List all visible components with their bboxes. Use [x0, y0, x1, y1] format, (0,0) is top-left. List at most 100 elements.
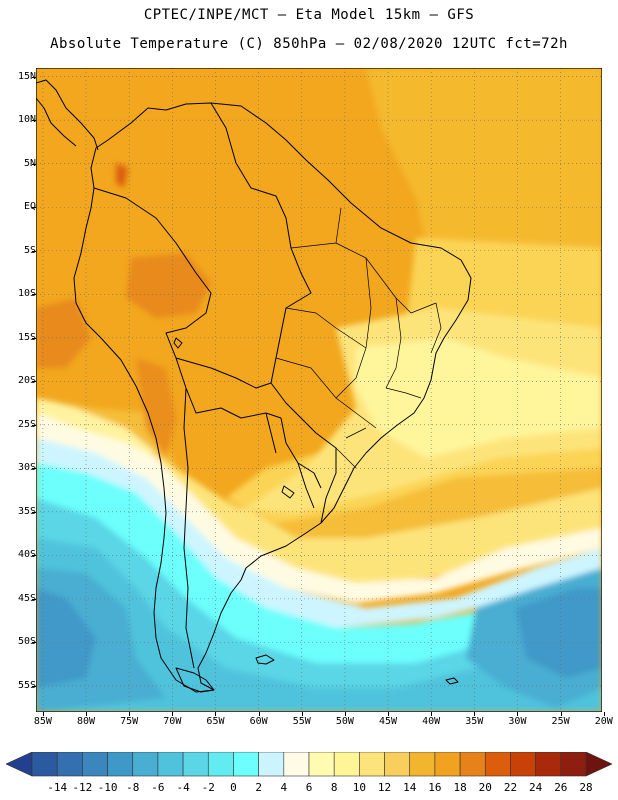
temperature-field-20-andes	[136, 358, 176, 458]
colorbar-arrow-high	[585, 752, 612, 777]
lat-tick-label: 40S	[17, 549, 36, 561]
lat-tick-label: 25S	[17, 418, 36, 430]
lon-tick-mark	[258, 712, 260, 716]
colorbar-tick-label: -10	[97, 781, 118, 794]
brazil-border	[210, 102, 337, 524]
south-georgia-island	[445, 677, 459, 685]
lat-tick-mark	[32, 555, 36, 557]
lon-tick-mark	[42, 712, 44, 716]
temperature-field-4	[36, 463, 602, 668]
lat-tick-label: 35S	[17, 505, 36, 517]
colorbar-swatch	[157, 752, 184, 777]
brazil-state-borders	[275, 207, 442, 469]
lat-tick-label: 15S	[17, 331, 36, 343]
lon-tick-label: 25W	[551, 716, 570, 727]
lon-tick-mark	[603, 712, 605, 716]
lat-tick-mark	[32, 511, 36, 513]
colorbar-swatch	[132, 752, 159, 777]
lat-tick-label: 5S	[23, 244, 36, 256]
lat-tick-mark	[32, 76, 36, 78]
falkland-islands	[255, 654, 275, 665]
temperature-field-minus4-west	[36, 588, 96, 688]
lon-tick-label: 80W	[77, 716, 96, 727]
lagoa-dos-patos	[281, 485, 295, 499]
colorbar-tick-label: -14	[47, 781, 68, 794]
map-subtitle: Absolute Temperature (C) 850hPa – 02/08/…	[50, 36, 568, 52]
lat-tick-label: 10N	[17, 114, 36, 126]
lat-tick-mark	[32, 685, 36, 687]
colorbar-swatch	[82, 752, 108, 777]
lat-tick-mark	[32, 120, 36, 122]
lon-tick-label: 85W	[33, 716, 52, 727]
lon-tick-label: 50W	[335, 716, 354, 727]
colorbar-tick-label: 16	[428, 781, 442, 794]
colorbar-swatch	[207, 752, 234, 777]
lon-tick-mark	[172, 712, 174, 716]
lon-tick-label: 45W	[378, 716, 398, 727]
colorbar-tick-label: -4	[176, 781, 190, 794]
colorbar-tick-label: 26	[554, 781, 568, 794]
lat-tick-mark	[32, 642, 36, 644]
temperature-field-minus4	[516, 588, 602, 678]
colorbar-tick-label: 6	[305, 781, 313, 794]
lon-tick-label: 30W	[508, 716, 527, 727]
colorbar-tick-label: 8	[330, 781, 338, 794]
temperature-field-6	[36, 438, 602, 628]
colorbar-tick-label: 4	[280, 781, 288, 794]
lon-tick-label: 75W	[120, 716, 139, 727]
temperature-field-20-west	[36, 298, 91, 368]
lat-tick-label: 10S	[17, 288, 36, 300]
lon-tick-label: 35W	[465, 716, 484, 727]
lon-tick-mark	[344, 712, 346, 716]
lat-tick-label: 15N	[17, 70, 36, 82]
colorbar-tick-label: -2	[201, 781, 215, 794]
colorbar-swatch	[107, 752, 134, 777]
colorbar-swatch	[333, 752, 360, 777]
temperature-field-10	[356, 338, 602, 458]
lat-tick-mark	[32, 424, 36, 426]
tierra-del-fuego	[175, 667, 215, 693]
lon-tick-mark	[86, 712, 88, 716]
colorbar-tick-label: -8	[126, 781, 140, 794]
lon-tick-mark	[215, 712, 217, 716]
lat-tick-label: 30S	[17, 462, 36, 474]
lat-tick-mark	[32, 381, 36, 383]
map-title: CPTEC/INPE/MCT – Eta Model 15km – GFS	[143, 7, 475, 23]
colorbar-swatch	[283, 752, 310, 777]
lat-tick-mark	[32, 468, 36, 470]
colorbar-tick-label: 28	[579, 781, 593, 794]
lon-tick-label: 65W	[206, 716, 225, 727]
lon-tick-mark	[129, 712, 131, 716]
lon-tick-mark	[560, 712, 562, 716]
colorbar-swatch	[560, 752, 587, 777]
colorbar-tick-label: 20	[478, 781, 492, 794]
lon-tick-label: 20W	[594, 716, 613, 727]
colorbar-tick-label: -6	[151, 781, 165, 794]
lon-tick-mark	[301, 712, 303, 716]
lat-tick-label: 45S	[17, 592, 36, 604]
lat-tick-mark	[32, 598, 36, 600]
graticule-grid	[36, 68, 602, 712]
colorbar-swatch	[56, 752, 83, 777]
lon-tick-label: 55W	[292, 716, 311, 727]
central-america-coastline	[36, 79, 99, 151]
colorbar-swatch	[31, 752, 58, 777]
lon-tick-label: 40W	[422, 716, 441, 727]
colorbar-swatch	[459, 752, 486, 777]
lat-tick-mark	[32, 337, 36, 339]
lon-tick-mark	[431, 712, 433, 716]
lat-tick-mark	[32, 207, 36, 209]
colorbar-tick-label: 18	[453, 781, 467, 794]
lat-tick-label: 5N	[23, 157, 36, 169]
colorbar-tick-label: 22	[503, 781, 518, 794]
lat-tick-label: 55S	[17, 679, 36, 691]
temperature-map	[36, 68, 602, 712]
colorbar-swatch	[182, 752, 209, 777]
colorbar-tick-label: 14	[403, 781, 417, 794]
lat-tick-mark	[32, 163, 36, 165]
colorbar-swatch	[308, 752, 335, 777]
colorbar-swatch	[484, 752, 511, 777]
coastline-borders	[36, 79, 472, 693]
colorbar-tick-label: 2	[255, 781, 262, 794]
lon-tick-mark	[517, 712, 519, 716]
